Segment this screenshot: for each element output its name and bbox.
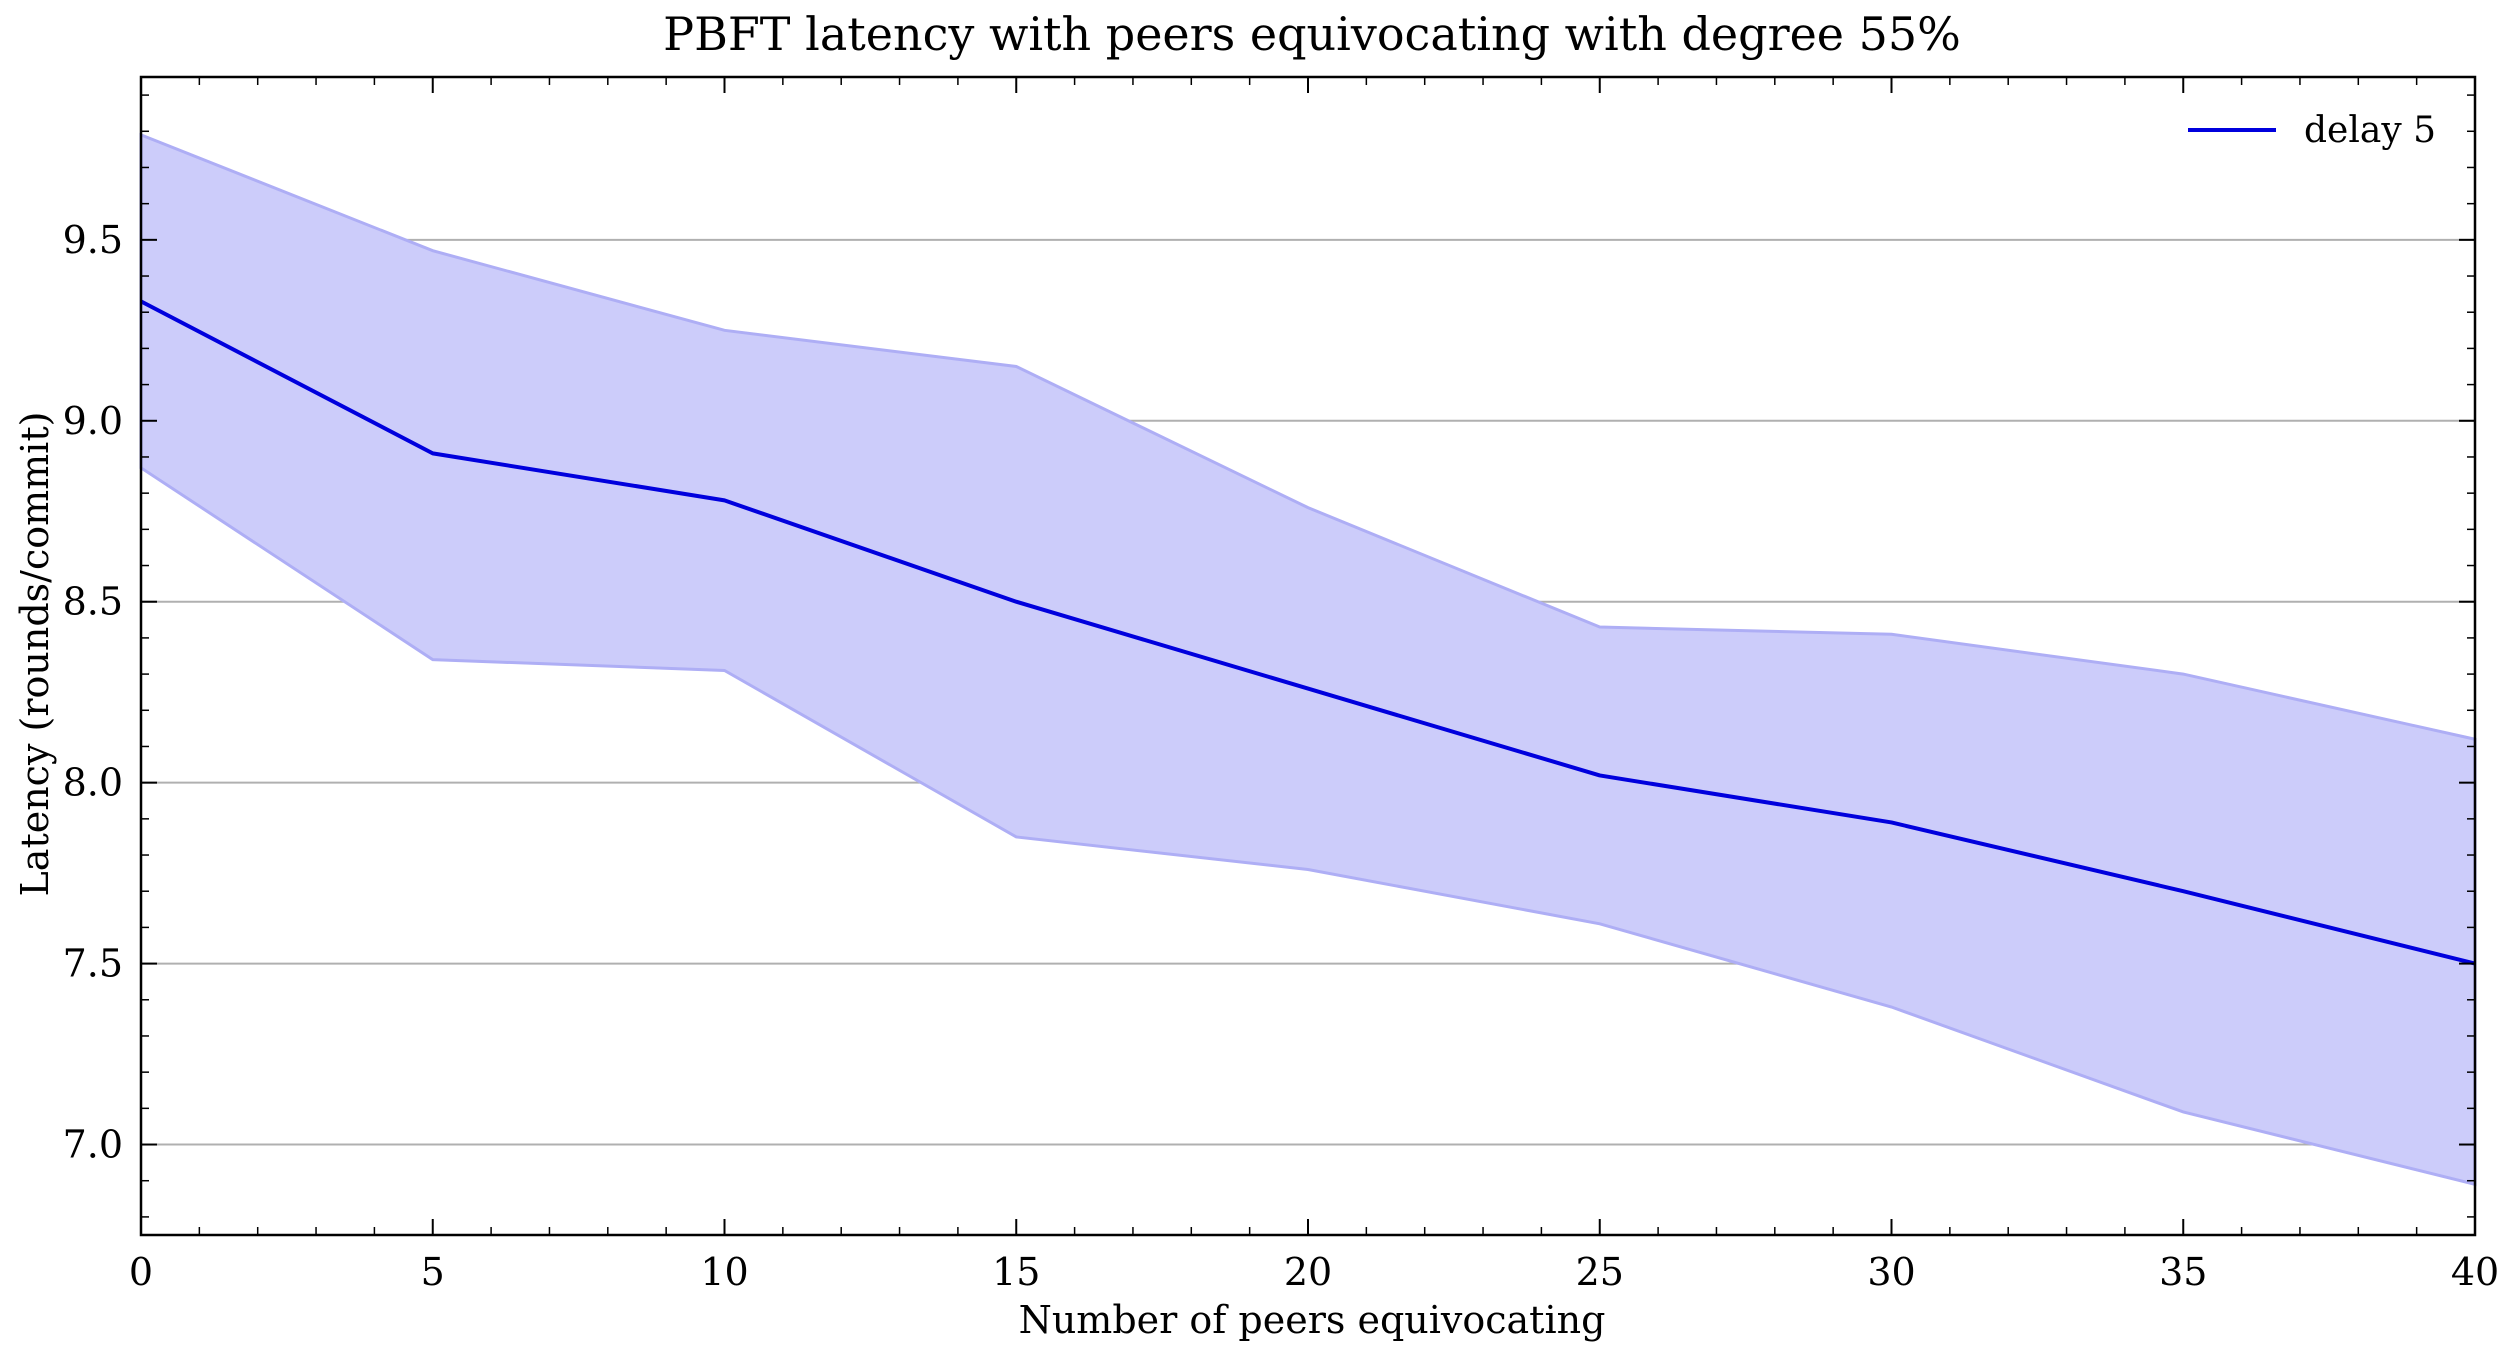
y-tick-label: 8.0 — [63, 761, 123, 805]
x-tick-label: 20 — [1284, 1250, 1332, 1294]
x-tick-label: 35 — [2159, 1250, 2207, 1294]
y-tick-label: 9.5 — [63, 218, 123, 262]
x-tick-label: 5 — [421, 1250, 445, 1294]
series-line-layer — [140, 299, 2476, 966]
chart-title: PBFT latency with peers equivocating wit… — [663, 7, 1961, 61]
x-tick-label: 40 — [2451, 1250, 2499, 1294]
legend-label: delay 5 — [2304, 110, 2436, 151]
legend: delay 5 — [2188, 110, 2436, 151]
x-axis-label: Number of peers equivocating — [1019, 1298, 1606, 1342]
x-tick-label: 10 — [700, 1250, 748, 1294]
confidence-band-layer — [139, 132, 2477, 1187]
y-tick-label: 9.0 — [63, 399, 123, 443]
x-axis-tick-labels: 0 5 10 15 20 25 30 35 40 — [129, 1250, 2499, 1294]
y-axis-label: Latency (rounds/commit) — [13, 412, 57, 897]
y-axis-tick-labels: 7.0 7.5 8.0 8.5 9.0 9.5 — [63, 218, 123, 1167]
x-tick-label: 15 — [992, 1250, 1040, 1294]
x-tick-label: 0 — [129, 1250, 153, 1294]
series-line — [140, 299, 2476, 966]
x-tick-label: 25 — [1576, 1250, 1624, 1294]
y-tick-label: 8.5 — [63, 580, 123, 624]
axis-ticks — [140, 77, 2476, 1235]
x-tick-label: 30 — [1867, 1250, 1915, 1294]
y-tick-label: 7.5 — [63, 942, 123, 986]
plot-frame — [139, 75, 2477, 1237]
confidence-band — [139, 132, 2477, 1187]
y-tick-label: 7.0 — [63, 1123, 123, 1167]
